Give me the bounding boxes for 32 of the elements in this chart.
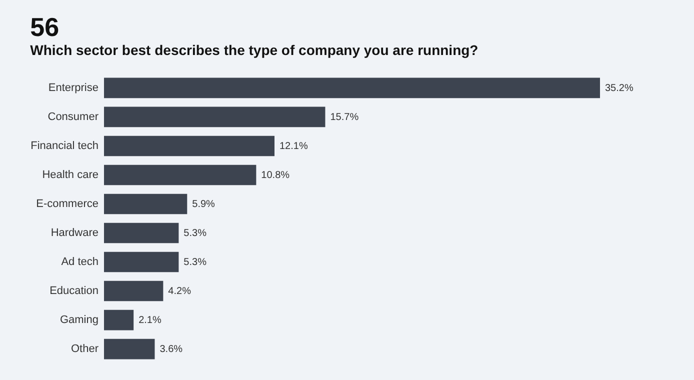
chart-title: 56 <box>30 12 60 42</box>
y-tick-label: E-commerce <box>36 198 98 210</box>
chart-subtitle: Which sector best describes the type of company you are running? <box>30 42 478 58</box>
data-label: 5.3% <box>184 228 207 240</box>
bar <box>104 338 155 360</box>
bar <box>104 164 256 186</box>
y-tick-label: Financial tech <box>30 140 98 152</box>
bar <box>104 280 164 302</box>
data-label: 5.3% <box>184 257 207 268</box>
y-tick-label: Other <box>70 343 99 356</box>
data-label: 10.8% <box>261 170 290 181</box>
data-label: 12.1% <box>280 140 308 152</box>
bar <box>104 78 600 98</box>
data-label: 3.6% <box>160 344 183 356</box>
y-tick-label: Hardware <box>50 227 98 240</box>
y-tick-label: Gaming <box>60 314 98 326</box>
data-label: 35.2% <box>605 82 634 94</box>
data-label: 5.9% <box>192 198 216 210</box>
bar <box>104 106 326 128</box>
bar <box>104 136 274 156</box>
y-tick-label: Health care <box>42 168 98 181</box>
data-label: 2.1% <box>138 315 162 326</box>
y-tick-label: Enterprise <box>48 82 98 94</box>
bar <box>104 310 134 330</box>
y-tick-label: Consumer <box>48 110 99 123</box>
bar <box>104 194 188 214</box>
data-label: 4.2% <box>168 286 192 298</box>
bar <box>104 252 179 272</box>
y-tick-label: Education <box>50 285 98 298</box>
bar <box>104 222 179 244</box>
y-tick-label: Ad tech <box>61 256 98 268</box>
data-label: 15.7% <box>330 112 359 123</box>
